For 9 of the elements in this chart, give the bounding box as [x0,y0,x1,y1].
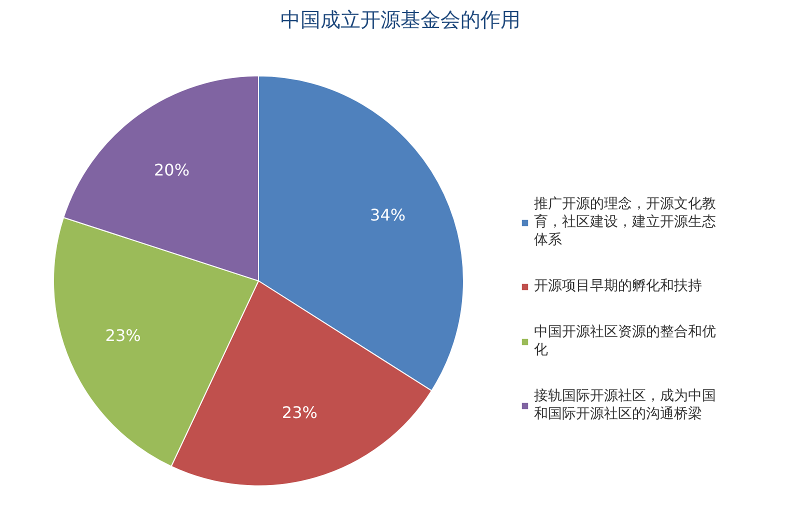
data-label: 34% [370,205,406,224]
data-label: 23% [282,403,318,422]
legend-label: 开源项目早期的孵化和扶持 [534,277,702,295]
legend-label: 接轨国际开源社区，成为中国和国际开源社区的沟通桥梁 [534,387,716,423]
legend-label: 推广开源的理念，开源文化教育，社区建设，建立开源生态体系 [534,195,716,249]
data-label: 23% [105,326,141,345]
data-label: 20% [154,160,190,180]
legend-label: 中国开源社区资源的整合和优化 [534,323,716,359]
chart-title: 中国成立开源基金会的作用 [280,8,520,32]
